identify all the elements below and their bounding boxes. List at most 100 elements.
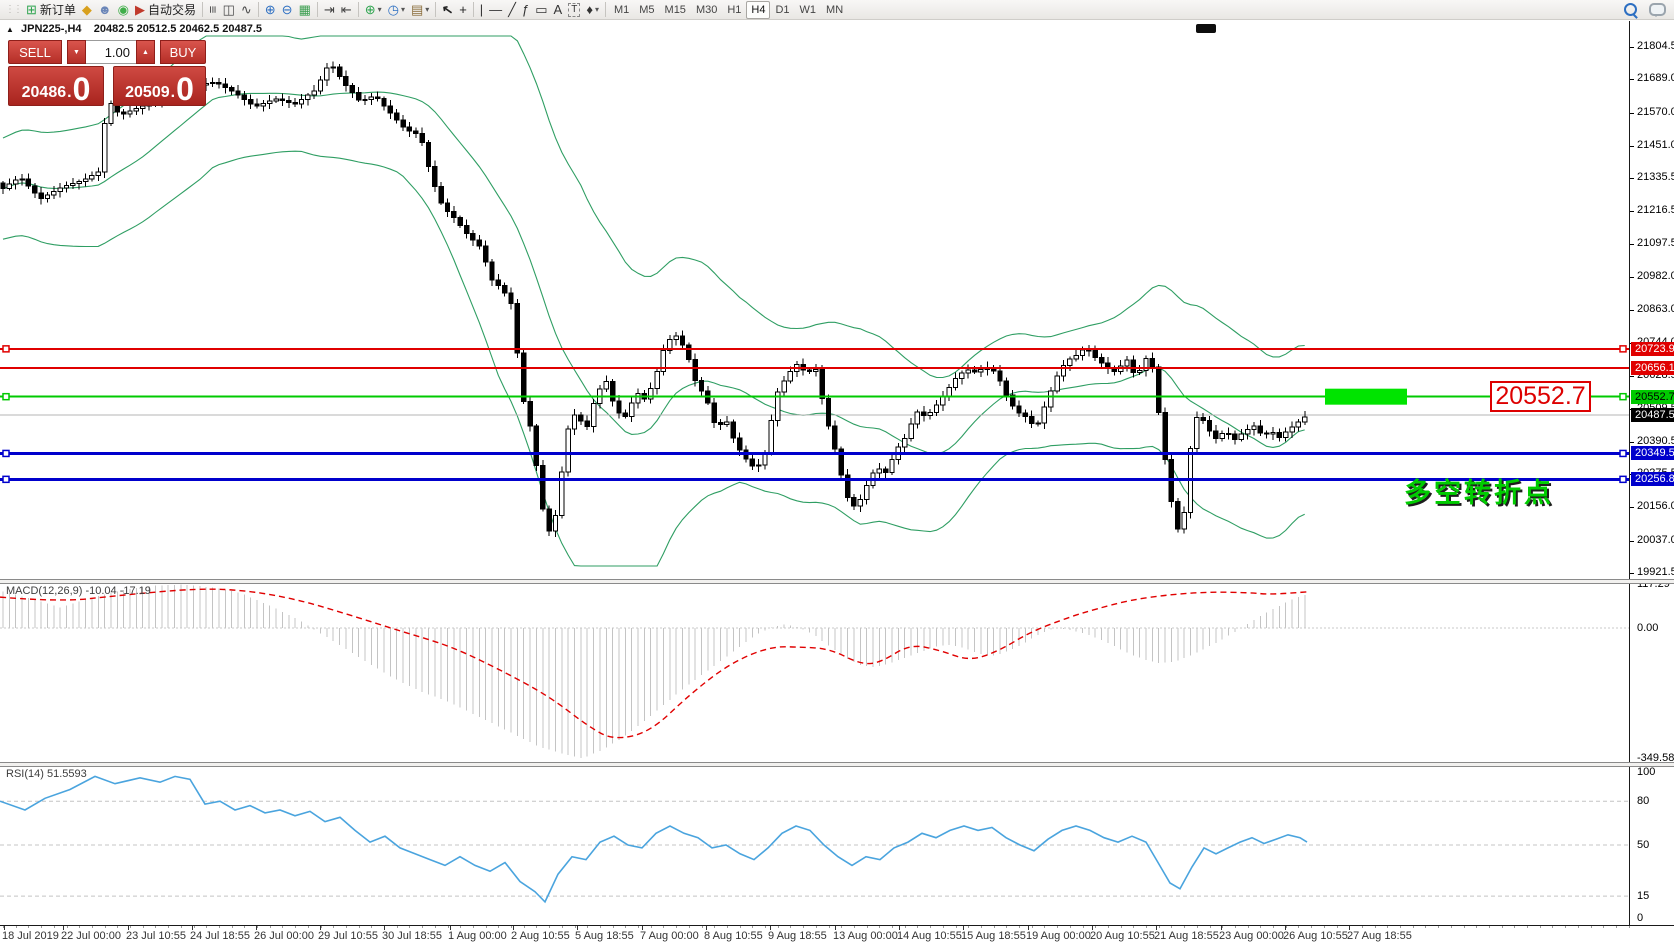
horizontal-line-button[interactable]: — bbox=[486, 1, 505, 19]
chart-annotation-text[interactable]: 多空转折点 bbox=[1404, 478, 1554, 508]
profile-button[interactable]: ☻ bbox=[95, 1, 115, 19]
templates-dropdown-arrow[interactable]: ▾ bbox=[425, 5, 430, 14]
tile-windows-button[interactable]: ▦ bbox=[296, 1, 314, 19]
time-minor-tick bbox=[1285, 926, 1287, 928]
period-button-m15[interactable]: M15 bbox=[664, 3, 686, 16]
toolbar-separator bbox=[604, 2, 606, 17]
vertical-line-button[interactable]: | bbox=[477, 1, 486, 19]
candle-bullish bbox=[1136, 370, 1143, 374]
time-minor-tick bbox=[663, 926, 665, 928]
period-button-mn[interactable]: MN bbox=[826, 3, 844, 16]
time-minor-tick bbox=[1273, 926, 1274, 928]
volume-down-button[interactable]: ▼ bbox=[67, 40, 86, 64]
candle-bullish bbox=[362, 98, 368, 101]
period-button-m5[interactable]: M5 bbox=[639, 3, 655, 16]
time-minor-tick bbox=[1400, 926, 1401, 928]
candle-bullish bbox=[857, 499, 863, 507]
channel-button[interactable]: ▭ bbox=[532, 1, 550, 19]
line-handle[interactable] bbox=[2, 392, 10, 401]
line-handle[interactable] bbox=[2, 449, 10, 458]
new-order-button[interactable]: ⊞ 新订单 bbox=[23, 1, 79, 19]
buy-price[interactable]: 20509. 0 bbox=[113, 66, 206, 106]
panel-splitter[interactable] bbox=[0, 579, 1674, 584]
candle-bullish bbox=[298, 99, 305, 105]
periods-dropdown-arrow[interactable]: ▾ bbox=[400, 5, 405, 14]
candle-bullish bbox=[1219, 432, 1225, 440]
auto-scroll-button[interactable]: ⇥ bbox=[321, 1, 338, 19]
sell-button[interactable]: SELL bbox=[8, 40, 62, 64]
search-icon[interactable] bbox=[1624, 3, 1637, 16]
shapes-dropdown-arrow[interactable]: ▾ bbox=[594, 5, 599, 14]
candle-bearish bbox=[838, 448, 844, 476]
panel-splitter[interactable] bbox=[0, 762, 1674, 767]
line-handle[interactable] bbox=[1619, 449, 1627, 458]
candle-bullish bbox=[590, 403, 597, 428]
text-label-button[interactable]: T bbox=[565, 1, 583, 19]
period-button-h1[interactable]: H1 bbox=[727, 3, 742, 16]
indicators-button[interactable]: ⊕ ▾ bbox=[362, 1, 385, 19]
candle-bearish bbox=[381, 98, 387, 107]
templates-button[interactable]: ▤ ▾ bbox=[408, 1, 432, 19]
time-minor-tick bbox=[1298, 926, 1300, 928]
trendline-button[interactable]: ╱ bbox=[505, 1, 519, 19]
period-button-d1[interactable]: D1 bbox=[775, 3, 790, 16]
shapes-button[interactable]: ♦ ▾ bbox=[583, 1, 602, 19]
candle-bearish bbox=[489, 261, 495, 281]
volume-up-button[interactable]: ▲ bbox=[136, 40, 155, 64]
time-minor-tick bbox=[803, 926, 805, 928]
candle-bearish bbox=[584, 420, 590, 428]
period-button-m1[interactable]: M1 bbox=[613, 3, 630, 16]
time-minor-tick bbox=[993, 926, 995, 928]
time-minor-tick bbox=[498, 926, 500, 928]
chat-icon[interactable] bbox=[1649, 3, 1666, 17]
candle-bearish bbox=[533, 425, 540, 467]
period-button-m30[interactable]: M30 bbox=[695, 3, 718, 16]
chart-line-button[interactable]: ∿ bbox=[238, 1, 255, 19]
line-handle[interactable] bbox=[1619, 345, 1627, 353]
zoom-in-button[interactable]: ⊕ bbox=[262, 1, 279, 19]
time-minor-tick bbox=[1450, 926, 1452, 928]
price-callout-label[interactable]: 20552.7 bbox=[1490, 381, 1591, 412]
highlight-rectangle[interactable] bbox=[1325, 388, 1407, 405]
collapse-panel-icon[interactable]: ▲ bbox=[6, 25, 14, 34]
chart-candles-button[interactable]: ◫ bbox=[220, 1, 238, 19]
chart-bars-button[interactable]: ≡ bbox=[205, 1, 220, 19]
time-tick-mark bbox=[706, 926, 707, 930]
time-tick-mark bbox=[4, 926, 5, 930]
period-button-w1[interactable]: W1 bbox=[799, 3, 817, 16]
zoom-out-button[interactable]: ⊖ bbox=[279, 1, 296, 19]
period-button-h4[interactable]: H4 bbox=[746, 0, 771, 19]
line-handle[interactable] bbox=[1619, 392, 1627, 401]
autotrade-button[interactable]: ▶ 自动交易 bbox=[132, 1, 199, 19]
crosshair-button[interactable]: + bbox=[456, 1, 470, 19]
line-handle[interactable] bbox=[2, 475, 10, 484]
indicators-dropdown-arrow[interactable]: ▾ bbox=[377, 5, 382, 14]
periods-button[interactable]: ◷ ▾ bbox=[385, 1, 408, 19]
sell-price[interactable]: 20486. 0 bbox=[8, 66, 104, 106]
time-minor-tick bbox=[371, 926, 373, 928]
buy-button[interactable]: BUY bbox=[160, 40, 206, 64]
time-minor-tick bbox=[168, 926, 170, 928]
gold-icon: ◆ bbox=[81, 2, 92, 17]
volume-input[interactable] bbox=[86, 40, 136, 64]
fibonacci-button[interactable]: ƒ bbox=[519, 1, 532, 19]
cursor-button[interactable]: ↖ bbox=[439, 1, 456, 19]
gold-button[interactable]: ◆ bbox=[79, 1, 95, 19]
candle-bearish bbox=[438, 186, 444, 204]
candle-bullish bbox=[44, 194, 51, 199]
text-button[interactable]: A bbox=[551, 1, 566, 19]
signals-button[interactable]: ◉ bbox=[115, 1, 132, 19]
candle-bullish bbox=[13, 179, 19, 185]
time-minor-tick bbox=[1514, 926, 1516, 928]
candle-bullish bbox=[946, 386, 952, 397]
time-tick-label: 7 Aug 00:00 bbox=[640, 930, 699, 942]
chart-shift-button[interactable]: ⇤ bbox=[338, 1, 355, 19]
time-minor-tick bbox=[1488, 926, 1490, 928]
line-handle[interactable] bbox=[2, 345, 10, 353]
time-tick-mark bbox=[1028, 926, 1029, 930]
candle-bullish bbox=[260, 102, 267, 107]
line-handle[interactable] bbox=[1619, 475, 1627, 484]
time-tick-mark bbox=[899, 926, 900, 930]
chart-candles-icon: ◫ bbox=[222, 2, 235, 17]
candlestick-chart bbox=[0, 35, 1629, 567]
